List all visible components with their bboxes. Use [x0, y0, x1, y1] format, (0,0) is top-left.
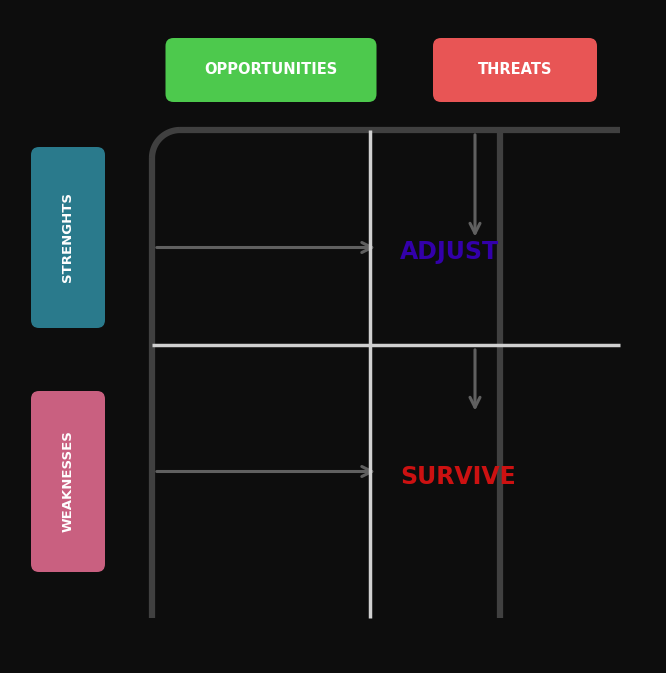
- Text: ADJUST: ADJUST: [400, 240, 499, 264]
- FancyBboxPatch shape: [31, 147, 105, 328]
- Text: WEAKNESSES: WEAKNESSES: [61, 431, 75, 532]
- Text: STRENGHTS: STRENGHTS: [61, 192, 75, 283]
- Text: OPPORTUNITIES: OPPORTUNITIES: [204, 63, 338, 77]
- Text: SURVIVE: SURVIVE: [400, 464, 515, 489]
- Text: THREATS: THREATS: [478, 63, 552, 77]
- FancyBboxPatch shape: [165, 38, 376, 102]
- FancyBboxPatch shape: [433, 38, 597, 102]
- FancyBboxPatch shape: [31, 391, 105, 572]
